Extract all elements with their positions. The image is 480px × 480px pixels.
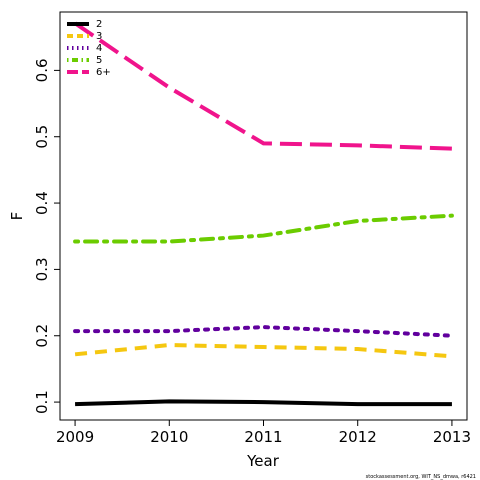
legend-label: 5 — [96, 55, 102, 66]
x-tick-label: 2011 — [244, 428, 282, 446]
x-tick-label: 2009 — [56, 428, 94, 446]
legend-label: 2 — [96, 19, 102, 30]
footer: stockassessment.org, WIT_NS_dmwa, r6421 — [366, 474, 476, 480]
y-tick-label: 0.6 — [33, 58, 51, 82]
x-tick-label: 2010 — [150, 428, 188, 446]
series-line — [75, 399, 452, 407]
x-tick-label: 2013 — [433, 428, 471, 446]
series-line — [73, 21, 452, 151]
series-line — [73, 325, 454, 338]
x-tick-label: 2012 — [339, 428, 377, 446]
x-axis-title: Year — [246, 452, 280, 470]
y-tick-label: 0.4 — [33, 191, 51, 215]
legend-label: 4 — [96, 43, 102, 54]
legend-label: 6+ — [96, 67, 111, 78]
plot-box — [59, 11, 468, 421]
y-tick-label: 0.3 — [33, 257, 51, 281]
y-tick-label: 0.1 — [33, 390, 51, 414]
y-axis-title: F — [8, 212, 26, 221]
series-line — [73, 213, 454, 244]
y-tick-label: 0.5 — [33, 125, 51, 149]
legend-label: 3 — [96, 31, 102, 42]
series-line — [74, 343, 453, 359]
y-tick-label: 0.2 — [33, 324, 51, 348]
